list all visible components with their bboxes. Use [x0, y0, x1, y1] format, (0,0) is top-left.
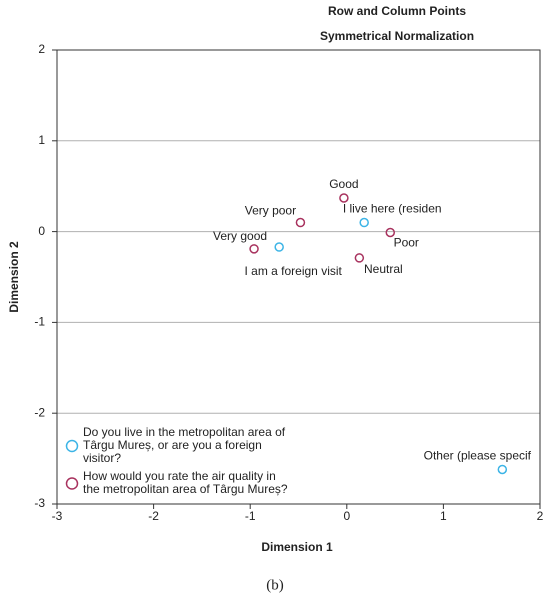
point	[274, 242, 284, 252]
point-label: Very good	[213, 229, 267, 243]
x-tick-label: 1	[440, 509, 447, 523]
plot-frame	[56, 49, 541, 505]
legend-label: How would you rate the air quality in the…	[83, 469, 288, 496]
point-label: Neutral	[364, 262, 403, 276]
point	[249, 244, 259, 254]
y-tick-label: -2	[34, 405, 45, 419]
x-axis-label: Dimension 1	[261, 540, 333, 554]
y-tick-label: 1	[38, 133, 45, 147]
point-label: I am a foreign visit	[244, 264, 342, 278]
point	[295, 217, 306, 228]
y-tick-label: -3	[34, 496, 45, 510]
point-label: I live here (residen	[343, 202, 442, 216]
point	[354, 253, 365, 263]
y-tick-label: -1	[34, 315, 45, 329]
point-label: Poor	[394, 236, 419, 250]
point	[359, 217, 369, 228]
legend-label: Do you live in the metropolitan area of T…	[83, 425, 286, 465]
point	[339, 193, 349, 203]
point-label: Good	[329, 177, 358, 191]
point	[385, 227, 396, 238]
y-tick-label: 2	[38, 42, 45, 56]
x-tick-label: 2	[537, 509, 544, 523]
chart-title: Row and Column Points	[328, 4, 466, 18]
legend-marker	[65, 477, 79, 490]
point	[497, 464, 508, 475]
point-label: Very poor	[245, 204, 296, 218]
x-tick-label: 0	[343, 509, 350, 523]
x-tick-label: -2	[148, 509, 159, 523]
caption: (b)	[266, 577, 284, 593]
y-axis-label: Dimension 2	[7, 241, 21, 313]
legend-marker	[65, 439, 79, 453]
point-label: Other (please specif	[424, 449, 532, 463]
x-tick-label: -3	[52, 509, 63, 523]
chart-subtitle: Symmetrical Normalization	[320, 29, 474, 43]
y-tick-label: 0	[38, 224, 45, 238]
x-tick-label: -1	[245, 509, 256, 523]
